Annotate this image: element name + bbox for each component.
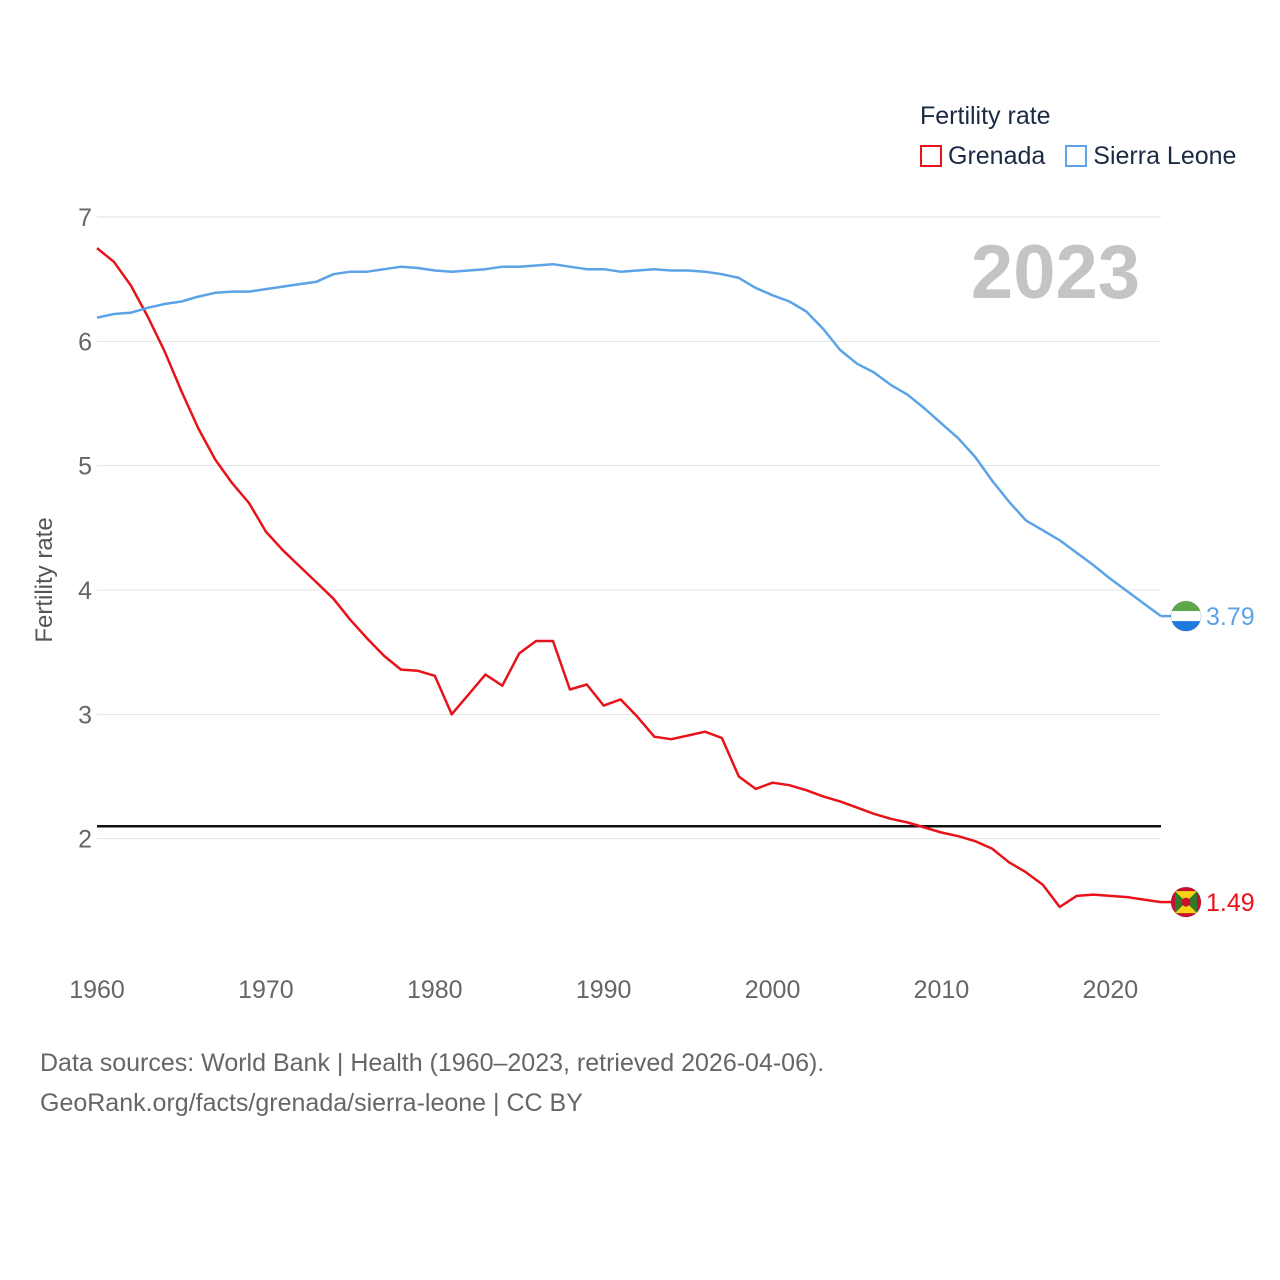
legend-swatch-sierra-leone [1065,145,1088,167]
x-tick-label: 1970 [238,976,294,1004]
y-tick-label: 4 [78,577,92,605]
x-tick-label: 1960 [69,976,125,1004]
x-tick-label: 2000 [745,976,801,1004]
series-line-grenada [96,247,1162,909]
grenada-flag-icon [1170,886,1202,918]
series-line-sierra-leone [96,262,1162,618]
x-tick-label: 1990 [576,976,632,1004]
x-tick-label: 1980 [407,976,463,1004]
sierra-leone-flag-icon [1170,600,1202,632]
x-tick-label: 2020 [1083,976,1139,1004]
legend: Fertility rate Grenada Sierra Leone [920,100,1236,172]
end-value-label-sierra-leone: 3.79 [1206,603,1255,631]
legend-title: Fertility rate [920,102,1051,130]
x-tick-label: 2010 [914,976,970,1004]
y-axis-ticks: 2 3 4 5 6 7 [78,204,92,854]
y-axis-label: Fertility rate [31,517,58,642]
legend-item-sierra-leone[interactable]: Sierra Leone [1065,140,1236,172]
x-axis-ticks: 1960 1970 1980 1990 2000 2010 2020 [69,976,1138,1004]
legend-label-sierra-leone: Sierra Leone [1093,142,1237,170]
series-end-markers: 1.49 3.79 [1161,600,1255,918]
source-note: Data sources: World Bank | Health (1960–… [40,1043,824,1123]
legend-swatch-grenada [920,145,942,167]
y-tick-label: 6 [78,328,92,356]
gridlines [97,216,1161,840]
year-label: 2023 [971,230,1140,315]
y-tick-label: 7 [78,204,92,232]
series-lines [96,247,1162,909]
source-line-1: Data sources: World Bank | Health (1960–… [40,1049,825,1077]
legend-item-grenada[interactable]: Grenada [920,140,1045,172]
end-value-label-grenada: 1.49 [1206,889,1255,917]
y-tick-label: 5 [78,453,92,481]
source-line-2[interactable]: GeoRank.org/facts/grenada/sierra-leone |… [40,1089,583,1117]
y-tick-label: 2 [78,826,92,854]
y-tick-label: 3 [78,701,92,729]
legend-label-grenada: Grenada [948,142,1046,170]
